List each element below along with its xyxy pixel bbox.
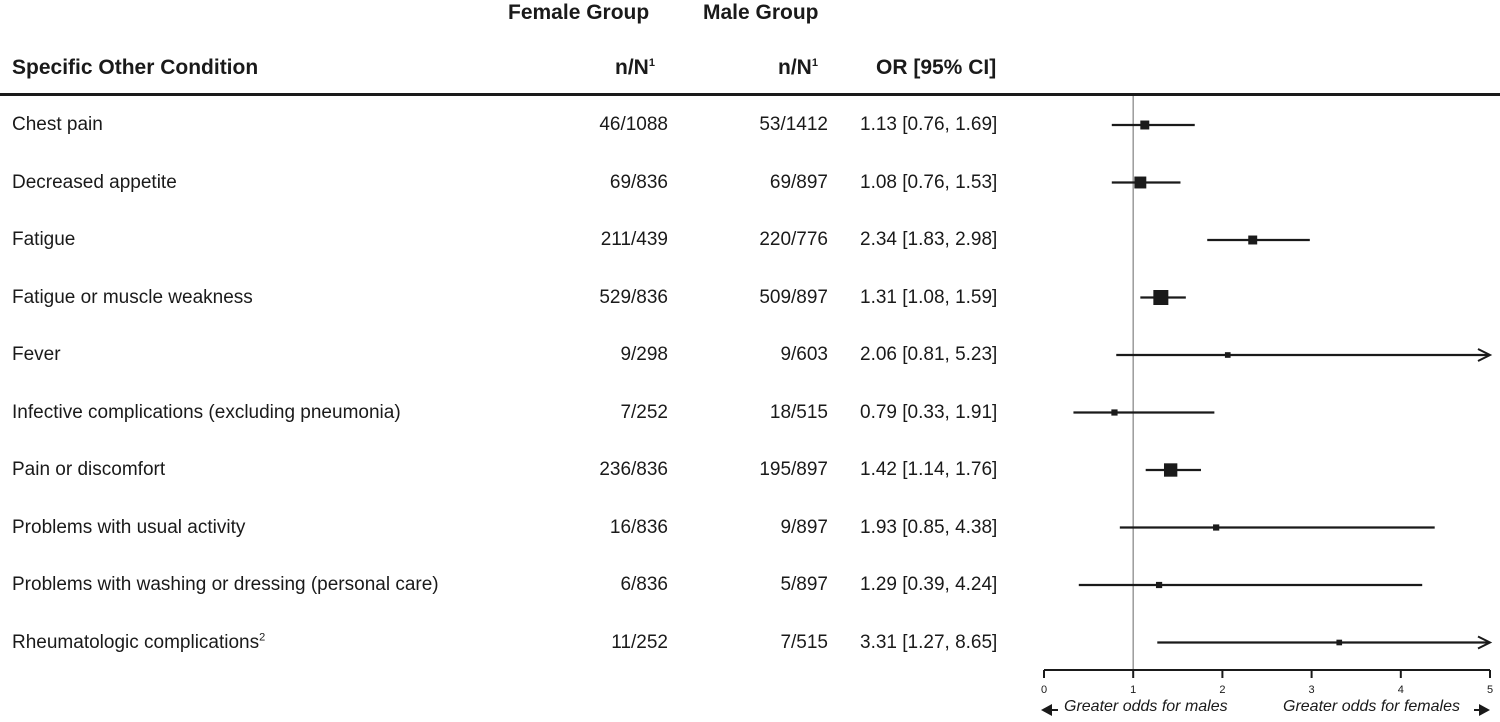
condition-column-header: Specific Other Condition (12, 56, 259, 79)
female-count: 236/836 (599, 459, 668, 480)
female-group-header: Female Group (508, 1, 650, 24)
or-point (1224, 352, 1231, 358)
table-row: Rheumatologic complications2 11/252 7/515 3… (0, 628, 1040, 658)
male-count: 195/897 (759, 459, 828, 480)
or-point (1111, 409, 1118, 416)
right-arrow-icon (1479, 704, 1490, 716)
female-count: 7/252 (620, 401, 668, 423)
condition-label: Fatigue (12, 229, 76, 250)
or-ci-value: 1.93 [0.85, 4.38] (860, 516, 998, 538)
footnote-marker: 1 (648, 57, 655, 69)
male-count: 18/515 (769, 401, 828, 423)
or-point (1153, 290, 1169, 305)
or-point (1134, 176, 1147, 189)
table-row: Fever 9/298 9/603 2.06 [0.81, 5.23] (0, 340, 1040, 370)
footer-left-label: Greater odds for males (1064, 698, 1228, 715)
condition-label: Infective complications (excluding pneum… (12, 401, 401, 423)
or-point (1336, 639, 1343, 646)
footnote-marker: 2 (259, 631, 266, 644)
x-tick-label: 0 (1041, 684, 1047, 696)
table-row: Chest pain 46/1088 53/1412 1.13 [0.76, 1.69… (0, 110, 1040, 140)
female-count: 11/252 (611, 631, 668, 653)
condition-label: Fever (12, 344, 61, 365)
male-group-header: Male Group (703, 1, 819, 24)
x-tick-label: 4 (1398, 684, 1404, 696)
footer-right-label: Greater odds for females (1283, 698, 1460, 715)
or-point (1163, 463, 1178, 477)
condition-label: Decreased appetite (12, 171, 177, 193)
table-row: Fatigue or muscle weakness 529/836 509/897… (0, 283, 1040, 313)
or-ci-value: 1.42 [1.14, 1.76] (860, 459, 998, 480)
male-count: 9/603 (780, 344, 828, 365)
male-count: 5/897 (780, 574, 828, 595)
female-nN-header: n/N1 (615, 56, 655, 79)
or-point (1248, 235, 1258, 245)
or-ci-value: 2.06 [0.81, 5.23] (860, 344, 998, 365)
female-count: 529/836 (599, 286, 668, 308)
male-count: 7/515 (780, 631, 828, 653)
table-row: Infective complications (excluding pneum… (0, 398, 1040, 428)
male-count: 9/897 (780, 516, 828, 538)
male-nN-header: n/N1 (778, 56, 818, 79)
female-count: 6/836 (620, 574, 668, 595)
x-tick-label: 3 (1309, 684, 1315, 696)
or-point (1213, 524, 1220, 531)
x-tick-label: 5 (1487, 684, 1493, 696)
or-ci-value: 1.29 [0.39, 4.24] (860, 574, 998, 595)
table-row: Fatigue 211/439 220/776 2.34 [1.83, 2.98] (0, 225, 1040, 255)
male-count: 220/776 (759, 229, 828, 250)
left-arrow-icon (1041, 704, 1052, 716)
condition-label: Problems with washing or dressing (perso… (12, 574, 439, 595)
condition-label: Fatigue or muscle weakness (12, 286, 253, 308)
female-count: 69/836 (609, 171, 668, 193)
male-count: 69/897 (769, 171, 828, 193)
table-row: Decreased appetite 69/836 69/897 1.08 [0.76… (0, 168, 1040, 198)
female-count: 16/836 (609, 516, 668, 538)
male-count: 509/897 (759, 286, 828, 308)
condition-label: Problems with usual activity (12, 516, 246, 538)
condition-label: Pain or discomfort (12, 459, 166, 480)
or-ci-value: 1.08 [0.76, 1.53] (860, 171, 998, 193)
or-point (1155, 581, 1163, 589)
or-ci-value: 0.79 [0.33, 1.91] (860, 401, 998, 423)
ci-arrow-icon (1477, 348, 1493, 362)
or-ci-value: 3.31 [1.27, 8.65] (860, 631, 998, 653)
or-ci-value: 1.13 [0.76, 1.69] (860, 114, 998, 135)
male-count: 53/1412 (759, 114, 828, 135)
x-tick-label: 1 (1130, 684, 1136, 696)
table-row: Problems with washing or dressing (perso… (0, 570, 1040, 600)
x-tick-label: 2 (1219, 684, 1225, 696)
condition-label: Chest pain (12, 114, 103, 135)
header-rule (0, 93, 1500, 96)
female-count: 211/439 (600, 229, 668, 250)
female-count: 46/1088 (599, 114, 668, 135)
or-ci-value: 1.31 [1.08, 1.59] (860, 286, 998, 308)
or-ci-header: OR [95% CI] (876, 56, 997, 79)
condition-label: Rheumatologic complications2 (12, 631, 266, 653)
table-row: Problems with usual activity 16/836 9/897 1… (0, 513, 1040, 543)
ci-arrow-icon (1477, 635, 1493, 650)
footnote-marker: 1 (811, 57, 818, 69)
or-ci-value: 2.34 [1.83, 2.98] (860, 229, 998, 250)
or-point (1140, 120, 1150, 130)
female-count: 9/298 (620, 344, 668, 365)
table-row: Pain or discomfort 236/836 195/897 1.42 [1.… (0, 455, 1040, 485)
